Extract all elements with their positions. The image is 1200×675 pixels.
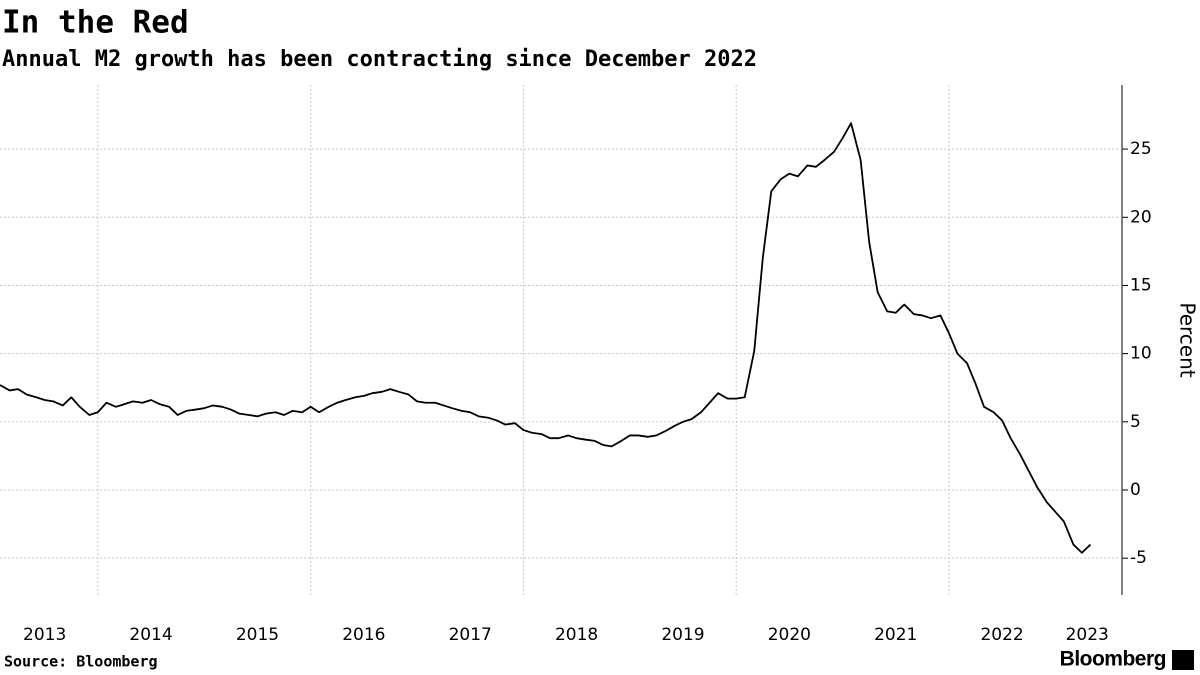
x-tick-label: 2018 bbox=[555, 625, 598, 645]
x-tick-label: 2019 bbox=[661, 625, 704, 645]
y-tick-label: -5 bbox=[1130, 548, 1147, 568]
x-tick-label: 2016 bbox=[342, 625, 385, 645]
chart-subtitle: Annual M2 growth has been contracting si… bbox=[2, 47, 757, 72]
x-tick-label: 2020 bbox=[768, 625, 811, 645]
source: Source: Bloomberg bbox=[4, 653, 158, 671]
chart-title: In the Red bbox=[2, 5, 189, 41]
x-tick-label: 2021 bbox=[874, 625, 917, 645]
y-axis-label: Percent bbox=[1176, 302, 1200, 377]
x-tick-label: 2023 bbox=[1066, 625, 1109, 645]
x-tick-label: 2015 bbox=[236, 625, 279, 645]
logo: Bloomberg bbox=[1060, 648, 1166, 671]
y-tick-label: 0 bbox=[1130, 480, 1141, 500]
logo-icon bbox=[1172, 650, 1194, 670]
x-tick-label: 2017 bbox=[449, 625, 492, 645]
x-tick-label: 2013 bbox=[23, 625, 66, 645]
y-tick-label: 10 bbox=[1130, 344, 1152, 364]
y-tick-label: 5 bbox=[1130, 412, 1141, 432]
x-tick-label: 2014 bbox=[129, 625, 172, 645]
y-tick-label: 20 bbox=[1130, 207, 1152, 227]
x-tick-label: 2022 bbox=[980, 625, 1023, 645]
y-tick-label: 25 bbox=[1130, 139, 1152, 159]
data-line bbox=[0, 122, 1092, 554]
y-tick-label: 15 bbox=[1130, 275, 1152, 295]
